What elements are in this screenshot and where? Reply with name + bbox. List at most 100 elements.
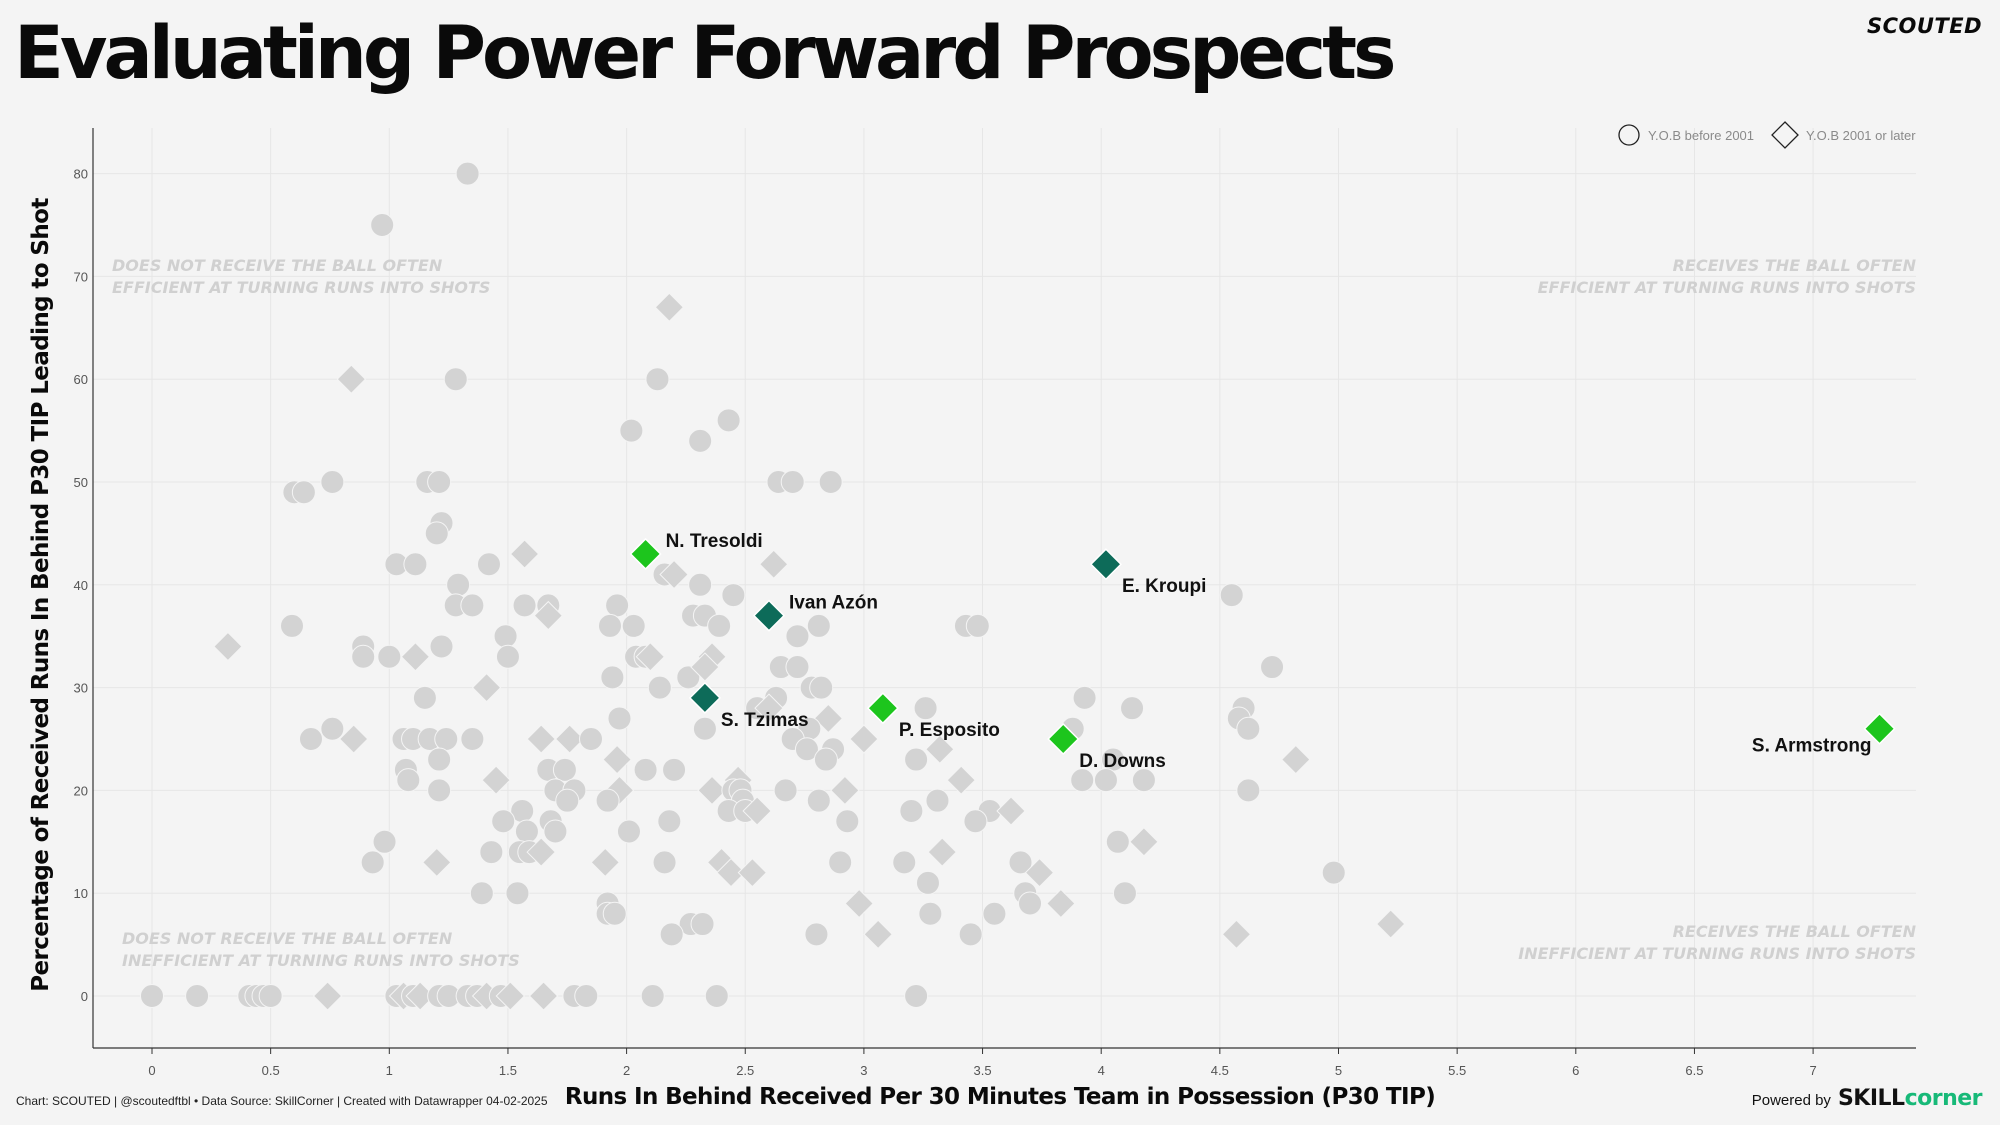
player-point-circle xyxy=(320,716,345,741)
player-point-circle xyxy=(828,850,853,875)
x-tick-label: 1 xyxy=(386,1063,393,1078)
player-point-circle xyxy=(690,912,715,937)
player-point-circle xyxy=(427,470,452,494)
x-tick-label: 2.5 xyxy=(736,1063,754,1078)
x-tick-label: 4.5 xyxy=(1211,1063,1229,1078)
powered-by: Powered by SKILLcorner xyxy=(1751,1086,1983,1111)
x-tick-label: 2 xyxy=(623,1063,630,1078)
player-point-diamond xyxy=(554,724,585,754)
highlight-label: Ivan Azón xyxy=(789,593,878,614)
quadrant-annotation: EFFICIENT AT TURNING RUNS INTO SHOTS xyxy=(1538,278,1916,297)
player-point-diamond xyxy=(1281,744,1311,775)
player-point-diamond xyxy=(654,292,685,322)
player-point-circle xyxy=(543,819,568,844)
scouted-logo: SCOUTED xyxy=(1866,14,1982,38)
legend-diamond-icon xyxy=(1771,121,1799,149)
highlight-label: N. Tresoldi xyxy=(666,531,763,552)
player-point-circle xyxy=(427,747,452,772)
quadrant-annotations: DOES NOT RECEIVE THE BALL OFTEN EFFICIENT… xyxy=(112,256,1917,970)
player-point-circle xyxy=(579,727,604,751)
quadrant-annotation: DOES NOT RECEIVE THE BALL OFTEN xyxy=(122,929,453,948)
player-point-circle xyxy=(574,984,599,1008)
player-point-diamond xyxy=(495,981,526,1011)
player-point-circle xyxy=(813,747,838,772)
x-tick-label: 0 xyxy=(148,1063,155,1078)
player-point-circle xyxy=(1018,891,1043,916)
player-point-circle xyxy=(597,613,622,638)
player-point-diamond xyxy=(602,744,632,775)
x-tick-label: 6.5 xyxy=(1685,1063,1703,1078)
player-point-diamond xyxy=(526,837,556,867)
x-tick-label: 7 xyxy=(1809,1063,1816,1078)
player-point-circle xyxy=(469,881,494,906)
player-point-circle xyxy=(1236,716,1261,741)
player-point-circle xyxy=(185,984,210,1008)
highlighted-players: N. Tresoldi Ivan Azón E. Kroupi S. Tzimas P.… xyxy=(629,531,1896,772)
data-points xyxy=(140,161,1406,1011)
player-point-circle xyxy=(688,428,713,453)
player-point-circle xyxy=(1008,850,1033,875)
player-point-circle xyxy=(351,644,376,669)
player-point-circle xyxy=(455,161,480,186)
player-point-circle xyxy=(704,984,729,1008)
legend-label: Y.O.B before 2001 xyxy=(1648,128,1754,143)
player-point-diamond xyxy=(528,981,559,1011)
player-point-circle xyxy=(460,727,485,751)
player-point-circle xyxy=(1236,778,1261,803)
axes: 0 0.5 1 1.5 2 2.5 3 3.5 4 4.5 5 5.5 6 6.5 701020304050… xyxy=(74,128,1916,1078)
player-point-circle xyxy=(958,922,983,947)
player-point-diamond xyxy=(1046,888,1076,919)
player-point-circle xyxy=(621,613,646,638)
player-point-circle xyxy=(443,367,468,392)
player-point-circle xyxy=(600,665,625,690)
player-point-diamond xyxy=(996,796,1026,826)
x-tick-label: 5.5 xyxy=(1448,1063,1466,1078)
player-point-circle xyxy=(1120,696,1145,721)
player-point-circle xyxy=(1070,768,1095,793)
player-point-diamond xyxy=(422,847,452,878)
player-point-circle xyxy=(809,675,834,700)
player-point-circle xyxy=(963,809,988,834)
player-point-circle xyxy=(479,840,504,865)
highlight-point xyxy=(629,537,662,571)
player-point-circle xyxy=(605,593,630,618)
skillcorner-logo-part1: SKILL xyxy=(1837,1086,1905,1111)
highlight-point xyxy=(1089,548,1123,581)
player-point-circle xyxy=(965,613,990,638)
player-point-diamond xyxy=(1129,827,1159,857)
player-point-circle xyxy=(915,870,940,895)
player-point-circle xyxy=(892,850,917,875)
highlight-label: E. Kroupi xyxy=(1122,576,1206,597)
player-point-circle xyxy=(1072,685,1097,710)
player-point-circle xyxy=(396,768,421,793)
y-tick-label: 80 xyxy=(74,167,88,182)
player-point-diamond xyxy=(863,919,893,950)
player-point-circle xyxy=(514,819,539,844)
player-point-diamond xyxy=(849,724,879,754)
player-point-diamond xyxy=(742,796,772,826)
player-point-diamond xyxy=(509,539,540,569)
powered-by-text: Powered by xyxy=(1751,1092,1831,1109)
player-point-circle xyxy=(913,696,938,721)
player-point-circle xyxy=(773,778,798,803)
player-point-diamond xyxy=(716,857,746,888)
quadrant-annotation: INEFFICIENT AT TURNING RUNS INTO SHOTS xyxy=(122,951,520,970)
y-tick-label: 50 xyxy=(74,475,88,490)
gridlines xyxy=(93,128,1916,1048)
footer-credits: Chart: SCOUTED | @scoutedftbl • Data Sou… xyxy=(16,1094,548,1108)
player-point-circle xyxy=(377,644,402,669)
player-point-circle xyxy=(780,470,805,494)
highlight-label: S. Tzimas xyxy=(721,710,809,731)
player-point-circle xyxy=(493,624,518,649)
player-point-circle xyxy=(707,613,732,638)
legend: Y.O.B before 2001 Y.O.B 2001 or later xyxy=(1618,121,1916,149)
player-point-circle xyxy=(662,757,687,782)
player-point-circle xyxy=(1105,829,1130,854)
player-point-circle xyxy=(552,757,577,782)
player-point-circle xyxy=(429,634,454,659)
player-point-diamond xyxy=(338,724,369,754)
quadrant-annotation: EFFICIENT AT TURNING RUNS INTO SHOTS xyxy=(112,278,490,297)
player-point-circle xyxy=(412,685,437,710)
player-point-circle xyxy=(140,984,164,1008)
player-point-circle xyxy=(320,470,345,494)
